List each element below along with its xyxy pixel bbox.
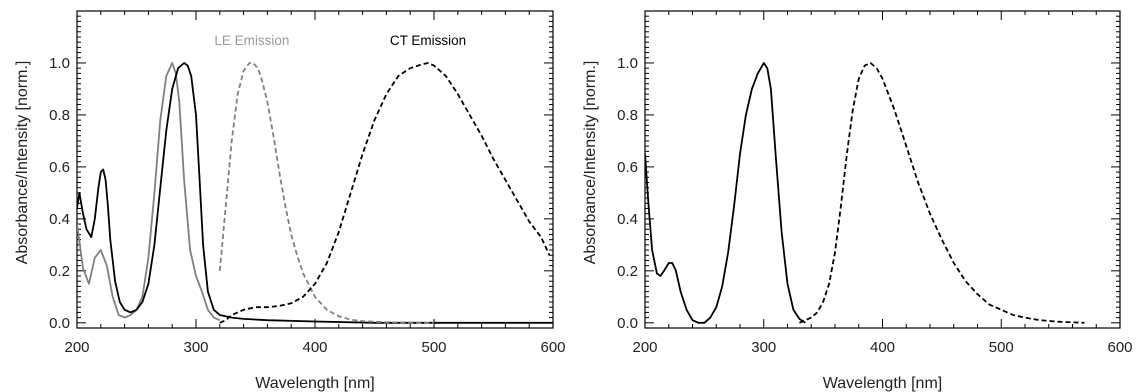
x-tick-label: 300 xyxy=(183,339,208,356)
x-tick-label: 500 xyxy=(989,339,1014,356)
y-tick-label: 0.0 xyxy=(617,315,638,332)
x-tick-label: 600 xyxy=(1107,339,1132,356)
x-tick-label: 300 xyxy=(751,339,776,356)
series-line-1 xyxy=(645,62,806,324)
y-tick-label: 1.0 xyxy=(617,55,638,72)
y-axis-title: Absorbance/Intensity [norm.] xyxy=(14,61,31,265)
y-tick-label: 0.0 xyxy=(49,315,70,332)
y-tick-label: 0.8 xyxy=(617,107,638,124)
x-tick-label: 600 xyxy=(540,339,565,356)
series-line-1 xyxy=(77,62,221,322)
x-tick-label: 200 xyxy=(64,339,89,356)
x-axis-title: Wavelength [nm] xyxy=(823,375,942,392)
y-tick-label: 0.8 xyxy=(49,107,70,124)
y-tick-label: 0.2 xyxy=(617,263,638,280)
series-line-3 xyxy=(218,62,435,324)
annotation-label: CT Emission xyxy=(390,33,466,48)
series-line-2 xyxy=(77,62,553,324)
y-tick-label: 1.0 xyxy=(49,55,70,72)
x-tick-label: 200 xyxy=(632,339,657,356)
y-tick-label: 0.4 xyxy=(49,211,70,228)
x-tick-label: 500 xyxy=(421,339,446,356)
plot-frame xyxy=(644,10,1121,329)
y-tick-label: 0.6 xyxy=(617,159,638,176)
series-line-2 xyxy=(799,62,1085,324)
x-tick-label: 400 xyxy=(302,339,327,356)
series-line-4 xyxy=(219,62,551,324)
chart-panel-2: 200 300 400 500 600 0.0 0.2 0.4 0.6 0.8 1.0 Wavelen… xyxy=(582,10,1133,392)
chart-panel-1: 200 300 400 500 600 0.0 0.2 0.4 0.6 0.8 1.0 Wavelen… xyxy=(14,10,566,392)
x-axis-title: Wavelength [nm] xyxy=(255,375,374,392)
y-tick-label: 0.6 xyxy=(49,159,70,176)
x-tick-label: 400 xyxy=(870,339,895,356)
y-axis-title: Absorbance/Intensity [norm.] xyxy=(582,61,599,265)
y-tick-label: 0.2 xyxy=(49,263,70,280)
y-tick-label: 0.4 xyxy=(617,211,638,228)
annotation-label: LE Emission xyxy=(214,33,289,48)
